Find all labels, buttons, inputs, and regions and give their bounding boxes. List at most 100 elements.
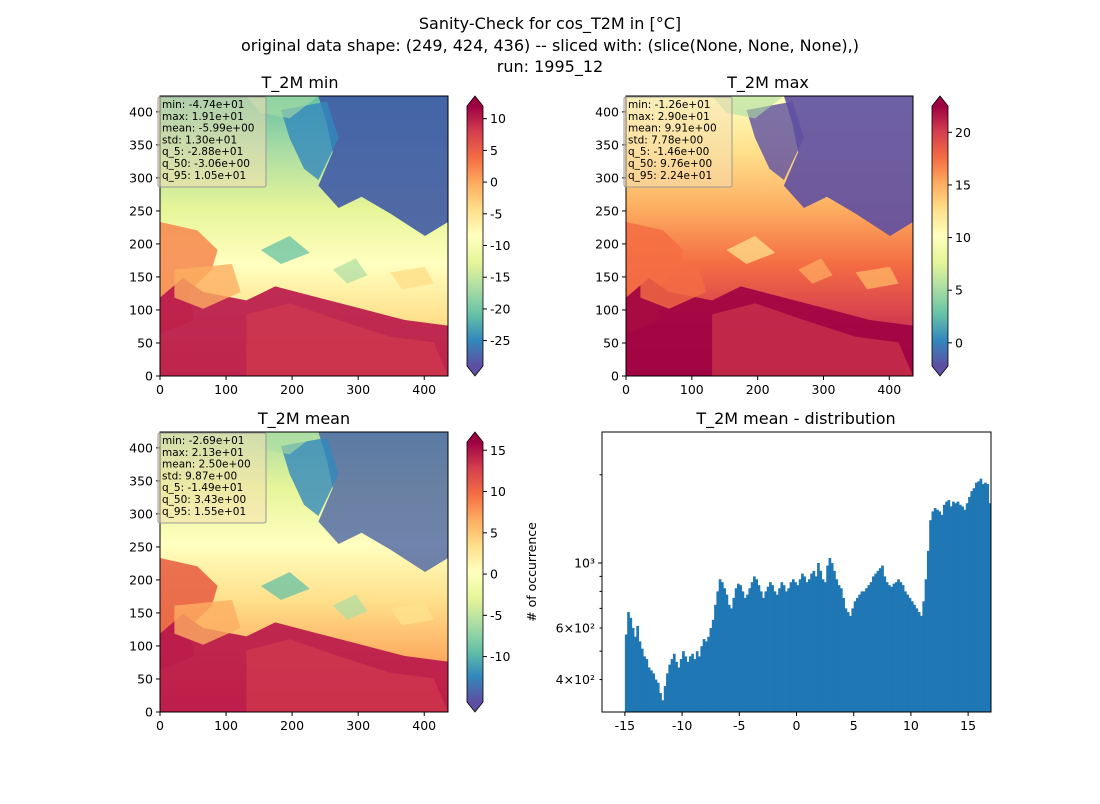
hist-xtick-label: 0 <box>793 718 801 733</box>
hist-xtick-label: -5 <box>733 718 745 733</box>
histogram-bar <box>698 656 701 712</box>
histogram-bar <box>663 686 667 712</box>
stats-box-min <box>157 96 267 188</box>
ytick-label-min: 150 <box>129 269 153 284</box>
histogram-bar <box>693 659 697 712</box>
histogram-bar <box>986 484 990 712</box>
xtick-label-max: 200 <box>746 382 770 397</box>
histogram-bar <box>853 601 857 712</box>
histogram-bar <box>947 500 951 712</box>
ytick-label-mean: 350 <box>129 473 153 488</box>
histogram-bar <box>906 594 910 712</box>
histogram-bar <box>901 585 905 712</box>
histogram-bar <box>917 612 921 712</box>
histogram-bar <box>748 588 752 712</box>
histogram-bar <box>730 608 733 712</box>
ytick-label-mean: 250 <box>129 539 153 554</box>
histogram-bar <box>922 601 926 712</box>
hist-xtick-label: 10 <box>903 718 919 733</box>
histogram-bar <box>968 496 971 712</box>
ytick-label-min: 100 <box>129 302 153 317</box>
xtick-label-min: 400 <box>412 382 436 397</box>
ytick-label-mean: 100 <box>129 638 153 653</box>
histogram-bar <box>938 511 942 712</box>
histogram-bar <box>787 588 791 712</box>
histogram-bar <box>677 667 681 712</box>
histogram-bar <box>716 591 720 712</box>
histogram-bar <box>711 619 715 712</box>
ytick-label-mean: 400 <box>129 440 153 455</box>
stats-box-mean <box>157 432 267 524</box>
histogram-bar <box>627 612 630 712</box>
colorbar-tick-label-min: 0 <box>490 175 498 190</box>
histogram-bar <box>835 579 839 712</box>
colorbar-tick-label-mean: 10 <box>490 484 506 499</box>
histogram-bar <box>961 506 964 712</box>
histogram-bar <box>814 576 818 712</box>
histogram-bar <box>718 579 722 712</box>
histogram-bar <box>780 582 784 712</box>
histogram-bar <box>963 509 967 712</box>
histogram-bar <box>643 656 646 712</box>
colorbar-outline-max <box>931 95 949 377</box>
histogram-bar <box>757 585 761 712</box>
ytick-label-max: 250 <box>595 203 619 218</box>
ytick-label-min: 350 <box>129 137 153 152</box>
colorbar-tick-label-mean: 5 <box>490 525 498 540</box>
stats-line-mean: max: 2.13e+01 <box>162 447 244 459</box>
histogram-bar <box>860 591 864 712</box>
colorbar-tick-label-min: -20 <box>490 301 510 316</box>
histogram-bar <box>801 573 804 712</box>
histogram-bar <box>743 597 747 712</box>
histogram-bar <box>769 582 772 712</box>
colorbar-tick-label-mean: -5 <box>490 608 502 623</box>
histogram-bar <box>775 594 779 712</box>
stats-line-max: min: -1.26e+01 <box>628 99 710 111</box>
hist-ylabel: # of occurrence <box>524 522 539 622</box>
histogram-bar <box>899 582 903 712</box>
histogram-bar <box>624 634 628 712</box>
histogram-bar <box>872 576 875 712</box>
histogram-bar <box>839 588 843 712</box>
histogram-bar <box>942 504 946 712</box>
ytick-label-max: 300 <box>595 170 619 185</box>
histogram-bar <box>915 608 919 712</box>
histogram-bar <box>659 692 662 712</box>
ytick-label-max: 200 <box>595 236 619 251</box>
histogram-bar <box>629 617 633 712</box>
ytick-label-max: 0 <box>611 369 619 384</box>
ytick-label-mean: 150 <box>129 605 153 620</box>
stats-line-mean: q_95: 1.55e+01 <box>162 506 246 518</box>
colorbar-tick-label-max: 15 <box>955 177 971 192</box>
heatmap-field-min <box>160 96 448 376</box>
histogram-bar <box>707 636 710 712</box>
histogram-bar <box>874 573 877 712</box>
ytick-label-min: 0 <box>145 369 153 384</box>
histogram-bar <box>956 501 960 712</box>
histogram-bar <box>670 659 674 712</box>
histogram-bar <box>881 565 884 712</box>
stats-line-max: max: 2.90e+01 <box>628 111 710 123</box>
histogram-bar <box>656 682 660 712</box>
stats-line-mean: std: 9.87e+00 <box>162 470 237 482</box>
histogram-bar <box>723 588 726 712</box>
histogram-bar <box>737 583 740 712</box>
histogram-bar <box>826 565 829 712</box>
colorbar-tick-label-max: 5 <box>955 283 963 298</box>
colorbar-tick-label-mean: -10 <box>490 649 510 664</box>
histogram-bar <box>885 582 889 712</box>
histogram-bar <box>892 583 896 712</box>
histogram-bar <box>631 627 635 712</box>
histogram-bar <box>849 615 852 712</box>
colorbar-tick-label-min: -10 <box>490 238 510 253</box>
histogram-bar <box>634 636 637 712</box>
histogram-bar <box>796 585 800 712</box>
histogram-bar <box>732 597 736 712</box>
histogram-bar <box>924 579 928 712</box>
colorbar-tick-label-max: 10 <box>955 230 971 245</box>
hist-xtick-label: 15 <box>960 718 976 733</box>
hist-ytick-minor-label: 4×10² <box>556 672 595 687</box>
histogram-bar <box>805 582 809 712</box>
